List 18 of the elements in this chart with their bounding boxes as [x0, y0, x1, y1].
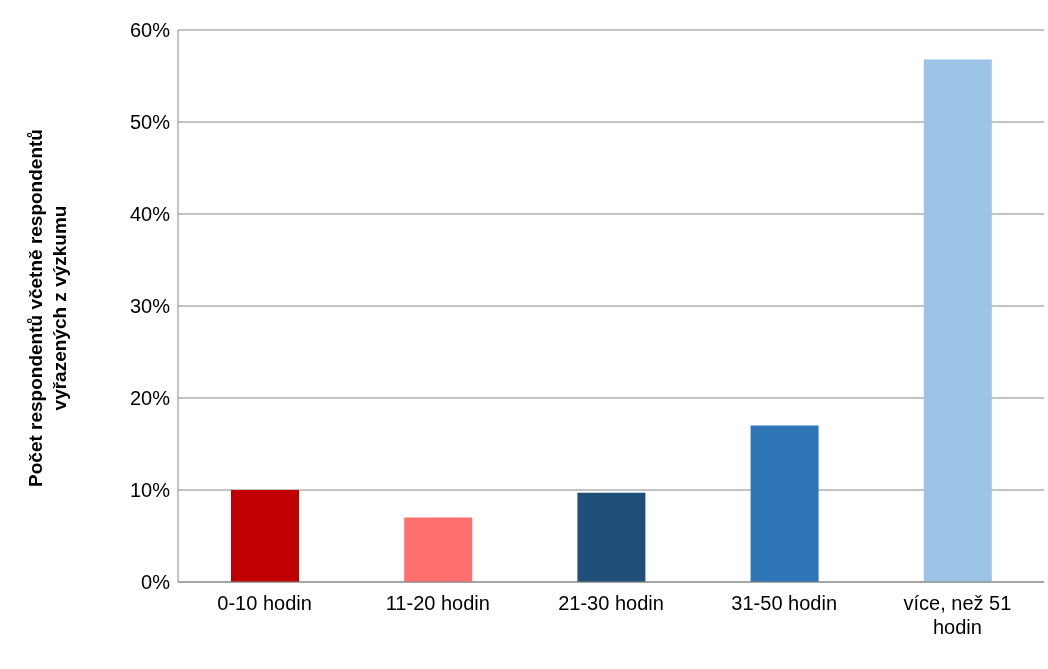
- x-tick-label: 21-30 hodin: [558, 592, 664, 614]
- bar: [404, 517, 473, 582]
- y-axis-title: Počet respondentů včetně respondentů vyřazených z výzkumu: [25, 129, 70, 487]
- bar: [231, 490, 299, 582]
- x-tick-label: více, než 51 hodin: [903, 592, 1012, 638]
- bar: [577, 492, 646, 582]
- y-tick-label: 50%: [129, 111, 171, 134]
- y-tick-label: 40%: [129, 203, 171, 226]
- y-tick-label: 0%: [141, 571, 171, 594]
- x-tick-label: 31-50 hodin: [731, 592, 838, 614]
- y-tick-label: 30%: [129, 295, 171, 318]
- y-tick-label: 10%: [129, 479, 171, 502]
- x-tick-label: 11-20 hodin: [385, 592, 490, 614]
- bar: [750, 425, 819, 582]
- x-tick-label: 0-10 hodin: [217, 592, 312, 614]
- y-tick-label: 60%: [129, 19, 171, 42]
- bar: [923, 59, 992, 582]
- y-tick-label: 20%: [129, 387, 171, 410]
